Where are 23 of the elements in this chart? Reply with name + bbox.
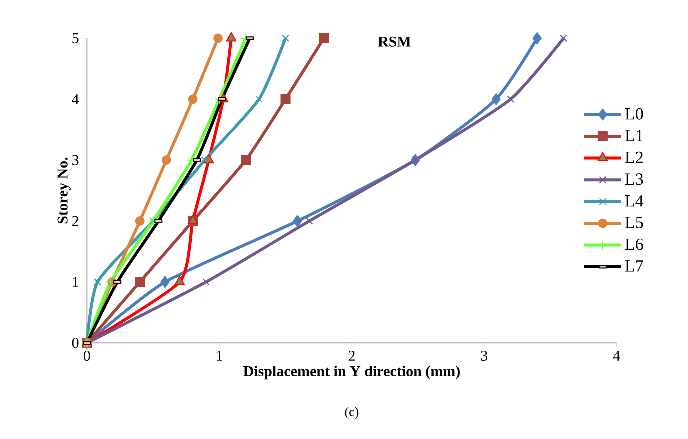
y-tick-label: 2 <box>72 216 78 226</box>
legend-label: L2 <box>625 152 643 164</box>
x-tick-label: 3 <box>481 350 488 361</box>
y-tick-label: 1 <box>73 277 78 288</box>
legend-label: L7 <box>625 260 644 272</box>
y-axis-title: Storey No. <box>58 158 71 224</box>
legend-label: L4 <box>625 195 644 207</box>
x-tick-label: 1 <box>217 350 222 361</box>
x-tick-label: 2 <box>348 350 355 361</box>
chart-title: RSM <box>378 36 411 47</box>
y-tick-label: 3 <box>72 155 79 166</box>
y-tick-label: 4 <box>72 94 80 104</box>
text: (c) <box>345 407 359 420</box>
legend-label: L0 <box>625 108 644 120</box>
legend-label: L3 <box>625 174 644 186</box>
y-tick-label: 5 <box>72 33 79 44</box>
legend-label: L6 <box>625 238 644 250</box>
x-tick-label: 0 <box>84 350 90 362</box>
legend-label: L5 <box>625 217 644 228</box>
x-axis-title: Displacement in Y direction (mm) <box>244 366 460 380</box>
legend-label: L1 <box>625 130 643 142</box>
x-tick-label: 4 <box>613 350 620 361</box>
y-tick-label: 0 <box>72 338 79 348</box>
